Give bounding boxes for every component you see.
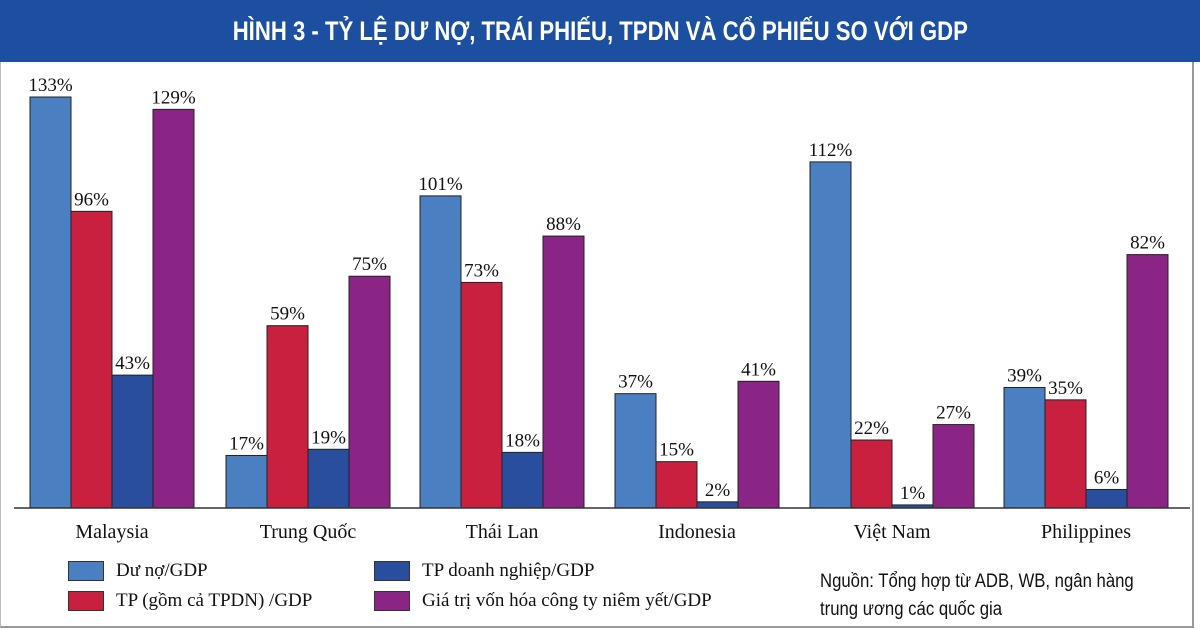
bar (1126, 254, 1169, 509)
bar-value-label: 43% (115, 353, 150, 374)
bar (419, 195, 462, 509)
legend-swatch (374, 591, 410, 611)
bar (348, 275, 391, 509)
bar (696, 501, 739, 509)
source-line-2: trung ương các quốc gia (820, 599, 1003, 620)
bar-value-label: 112% (809, 140, 853, 161)
bars-group (29, 96, 1169, 509)
legend-label: TP (gồm cả TPDN) /GDP (116, 590, 313, 611)
category-labels-group: Malaysia Trung Quốc Thái Lan Indonesia Việt … (75, 521, 1131, 543)
source-line-1: Nguồn: Tổng hợp từ ADB, WB, ngân hàng (820, 571, 1134, 592)
bar (225, 454, 268, 509)
bar (307, 448, 350, 509)
bar (70, 210, 113, 509)
bar-value-label: 59% (270, 304, 305, 325)
category-label: Indonesia (658, 521, 736, 543)
category-label: Việt Nam (853, 521, 931, 543)
bar (1003, 386, 1046, 509)
bar-value-label: 18% (505, 430, 540, 451)
bar (1085, 488, 1128, 509)
category-label: Philippines (1041, 521, 1131, 543)
bar-value-label: 96% (74, 189, 109, 210)
bar-value-label: 1% (900, 483, 926, 504)
bar (737, 380, 780, 509)
bar-value-label: 35% (1048, 378, 1083, 399)
bar (266, 325, 309, 509)
bar (655, 461, 698, 509)
legend-swatch (374, 561, 410, 581)
bar (152, 108, 195, 509)
bar (932, 424, 975, 509)
category-label: Thái Lan (466, 521, 539, 543)
bar (111, 374, 154, 509)
bar-value-label: 17% (229, 433, 264, 454)
legend-item-tpdn: TP doanh nghiệp/GDP (374, 560, 594, 582)
bar-value-label: 75% (352, 254, 387, 275)
category-label: Trung Quốc (260, 521, 357, 543)
legend-label: Giá trị vốn hóa công ty niêm yết/GDP (422, 590, 712, 611)
bar-value-label: 37% (618, 372, 653, 393)
bar-value-label: 6% (1094, 467, 1120, 488)
chart-frame (0, 62, 1194, 628)
legend-swatch (68, 561, 104, 581)
bar-value-label: 73% (464, 260, 499, 281)
bar (501, 451, 544, 509)
bar (460, 281, 503, 509)
bar (1044, 399, 1087, 509)
legend-label: Dư nợ/GDP (116, 560, 208, 581)
bar-value-label: 19% (311, 427, 346, 448)
bar-value-label: 41% (741, 359, 776, 380)
bar-value-label: 27% (936, 403, 971, 424)
bar-value-label: 101% (418, 174, 463, 195)
bar-value-label: 133% (28, 75, 73, 96)
chart-title-bar: HÌNH 3 - TỶ LỆ DƯ NỢ, TRÁI PHIẾU, TPDN V… (0, 0, 1200, 62)
source-note: Nguồn: Tổng hợp từ ADB, WB, ngân hàng tr… (820, 568, 1180, 624)
bar-value-label: 15% (659, 440, 694, 461)
bar (850, 439, 893, 509)
bar-value-label: 129% (151, 87, 196, 108)
bar-value-label: 22% (854, 418, 889, 439)
bar (614, 393, 657, 509)
legend-item-du-no: Dư nợ/GDP (68, 560, 208, 582)
legend-item-tp: TP (gồm cả TPDN) /GDP (68, 590, 312, 612)
legend-item-von-hoa: Giá trị vốn hóa công ty niêm yết/GDP (374, 590, 712, 612)
category-label: Malaysia (75, 521, 148, 543)
value-labels-group: 133% 96% 43% 129% 17% 59% 19% 75% 101% 73% 18% 88% 3… (28, 75, 1165, 504)
bar-value-label: 88% (546, 214, 581, 235)
legend: Dư nợ/GDP TP (gồm cả TPDN) /GDP TP doanh… (68, 556, 828, 626)
bar-value-label: 39% (1007, 365, 1042, 386)
bar (29, 96, 72, 509)
legend-label: TP doanh nghiệp/GDP (422, 560, 595, 581)
bar-value-label: 2% (705, 480, 731, 501)
bar (809, 161, 852, 509)
chart-title: HÌNH 3 - TỶ LỆ DƯ NỢ, TRÁI PHIẾU, TPDN V… (232, 15, 968, 46)
bar (542, 235, 585, 509)
bar-value-label: 82% (1130, 233, 1165, 254)
legend-swatch (68, 591, 104, 611)
